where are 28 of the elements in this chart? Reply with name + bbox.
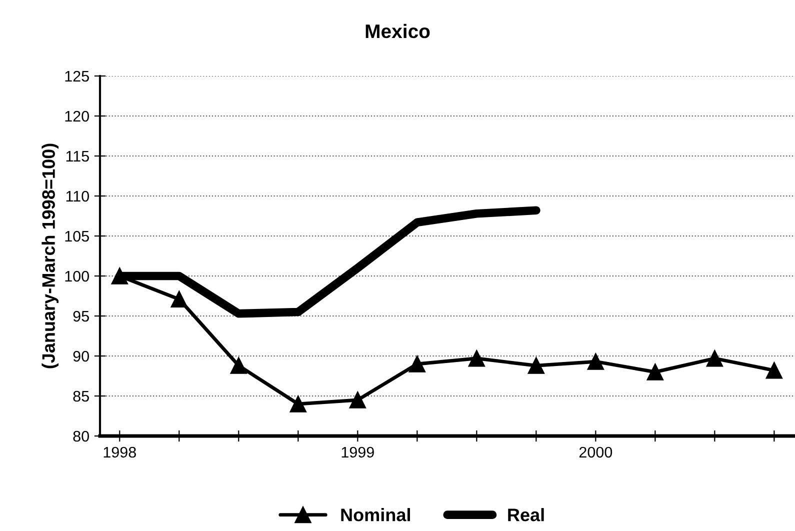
point — [170, 290, 188, 308]
y-tick-label: 115 — [66, 151, 89, 162]
y-tick-label: 90 — [73, 350, 89, 362]
legend-label: Real — [508, 508, 544, 522]
y-tick-label: 120 — [65, 110, 89, 122]
y-tick-label: 100 — [65, 270, 89, 282]
point — [528, 357, 544, 374]
y-tick-label: 105 — [65, 230, 89, 242]
x-tick-label: 2000 — [579, 446, 612, 458]
point — [349, 392, 366, 408]
y-tick-label: 85 — [73, 390, 89, 402]
y-tick-label: 125 — [65, 70, 89, 82]
point — [408, 356, 426, 372]
point — [706, 350, 724, 367]
point — [587, 353, 604, 370]
x-tick-label: 1998 — [104, 446, 136, 458]
y-tick-label: 110 — [66, 190, 89, 202]
point — [766, 362, 783, 379]
y-tick-label: 80 — [73, 430, 89, 442]
chart-title: Mexico — [366, 24, 430, 38]
point — [230, 357, 247, 374]
legend-label: Nominal — [341, 508, 410, 522]
point — [290, 396, 306, 412]
point — [468, 350, 485, 367]
point — [646, 364, 664, 380]
y-tick-label: 95 — [73, 310, 89, 322]
x-tick-label: 1999 — [342, 446, 374, 458]
y-axis-title: (January-March 1998=100) — [42, 144, 59, 368]
